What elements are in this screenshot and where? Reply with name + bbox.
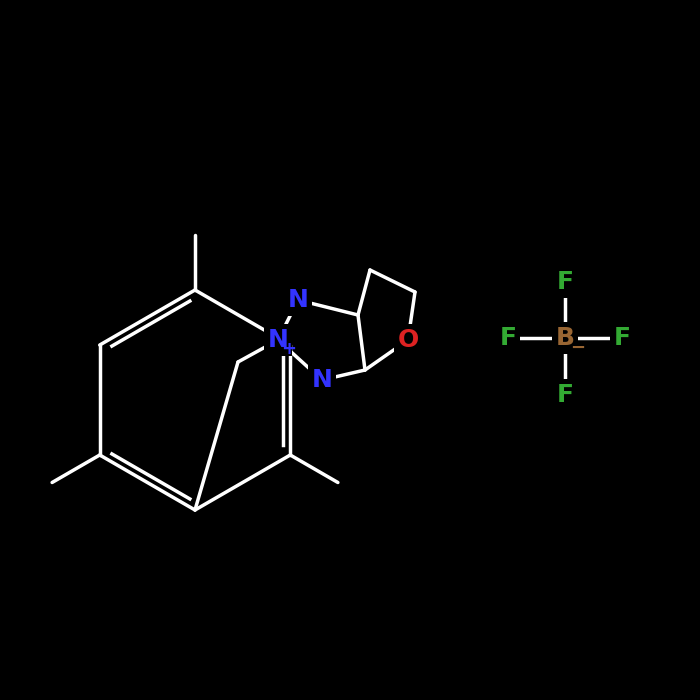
Text: N: N (267, 328, 288, 352)
Text: N: N (312, 368, 332, 392)
Text: −: − (570, 339, 586, 357)
Text: F: F (556, 383, 573, 407)
Text: F: F (500, 326, 517, 350)
Text: N: N (288, 288, 309, 312)
Text: F: F (556, 270, 573, 294)
Text: +: + (281, 340, 297, 358)
Text: F: F (613, 326, 631, 350)
Text: B: B (556, 326, 575, 350)
Text: O: O (398, 328, 419, 352)
